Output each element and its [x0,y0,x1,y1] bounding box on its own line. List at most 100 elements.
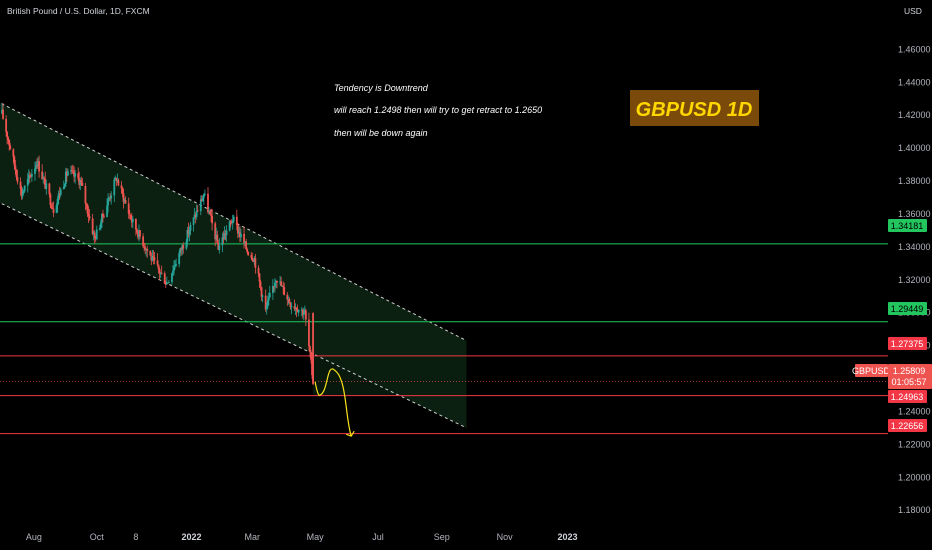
candle-body [157,264,160,270]
candle-body [268,292,271,298]
candle-body [253,258,256,262]
candle-body [231,221,234,223]
candle-body [1,109,3,114]
candle-body [127,203,130,214]
candle-body [294,307,297,309]
candle-body [121,188,124,194]
candle-body [171,273,173,283]
candle-body [44,179,47,189]
candle-body [274,282,276,287]
candle-body [62,186,65,190]
candle-body [302,313,305,316]
candle-body [247,252,250,256]
candle-body [178,253,181,265]
candle-body [84,185,87,204]
candle-body [225,230,228,236]
badge-text: GBPUSD 1D [636,99,753,121]
candle-body [288,299,291,303]
candle-body [93,232,96,239]
candle-body [273,286,275,287]
candle-body [88,216,91,219]
candle-body [135,218,137,230]
candle-body [201,197,204,202]
candle-body [92,232,95,235]
candle-body [6,131,9,138]
note-line-3: then will be down again [334,128,428,138]
candle-body [55,205,58,213]
candle-body [14,165,17,171]
candle-body [224,233,227,236]
candle-body [137,232,139,238]
candle-body [265,306,268,310]
candle-body [87,213,90,217]
candle-body [102,213,104,217]
candle-body [160,272,163,274]
candle-body [174,265,176,267]
price-axis[interactable]: 1.46000 1.44000 1.42000 1.40000 1.38000 1.360… [898,44,931,515]
candle-body [122,193,125,202]
candle-body [19,181,22,189]
candle-body [240,233,242,238]
candle-body [51,207,54,209]
candle-body [65,171,68,176]
candle-body [260,287,263,297]
candle-body [109,198,112,199]
candle-body [196,210,199,212]
candle-body [266,300,269,307]
x-tick-label: Oct [90,532,105,542]
symbol-tag: GBPUSD [852,364,891,377]
candles [1,102,314,385]
candle-body [250,255,253,258]
candle-body [73,171,75,177]
projection-curve [314,368,352,437]
currency-label: USD [904,6,922,16]
candle-body [43,177,46,180]
y-tick-label: 1.32000 [898,275,931,285]
x-tick-label: Mar [245,532,261,542]
candle-body [208,211,210,213]
candle-body [296,310,299,313]
candle-body [130,219,133,223]
candle-body [167,282,170,283]
candle-body [282,285,285,288]
candle-body [108,198,111,200]
candle-body [254,258,257,268]
price-tag-5: 1.22656 [888,419,927,432]
candle-body [63,184,66,187]
candle-body [8,140,11,146]
candle-body [175,264,177,266]
candle-body [101,213,103,223]
candle-body [86,204,89,214]
candle-body [13,156,16,166]
candle-body [209,211,211,214]
candle-body [312,312,314,382]
x-tick-label: Nov [497,532,514,542]
candle-body [211,215,214,224]
candle-body [301,309,304,316]
candle-body [36,165,38,167]
y-tick-label: 1.42000 [898,110,931,120]
candle-body [279,281,281,283]
candle-body [300,309,303,311]
svg-text:GBPUSD: GBPUSD [852,366,891,376]
candle-body [200,199,203,202]
candle-body [310,352,312,360]
candle-body [58,193,61,195]
y-tick-label: 1.38000 [898,176,931,186]
candle-body [22,190,25,194]
candle-body [271,286,274,293]
price-tag-1: 1.34181 [888,219,927,232]
candle-body [217,242,220,250]
candle-body [78,178,81,185]
candle-body [74,173,77,177]
candle-body [123,199,126,202]
candle-body [238,232,240,234]
candle-body [239,232,241,238]
candle-body [244,241,246,244]
candle-body [153,257,156,261]
y-tick-label: 1.44000 [898,77,931,87]
candle-body [297,309,300,313]
time-axis[interactable]: Aug Oct 8 2022 Mar May Jul Sep Nov 2023 [26,532,578,542]
candle-body [113,179,116,196]
